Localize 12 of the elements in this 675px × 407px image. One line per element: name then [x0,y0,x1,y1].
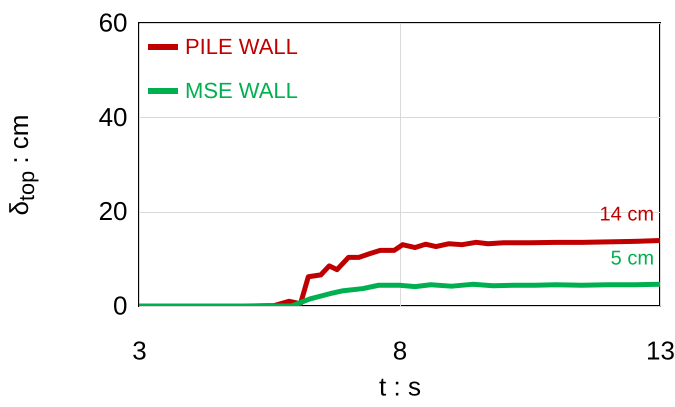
annotation: 5 cm [610,247,654,270]
annotation: 14 cm [600,203,654,226]
y-tick-label: 20 [98,196,128,226]
y-tick-label: 40 [98,102,128,132]
y-tick-label: 0 [113,290,128,320]
legend-label: PILE WALL [185,34,298,59]
x-tick-label: 3 [132,336,147,366]
x-tick-label: 13 [646,336,675,366]
x-axis-title: t : s [379,372,421,402]
y-tick-label: 60 [98,8,128,38]
legend-label: MSE WALL [185,78,298,103]
x-tick-label: 8 [392,336,408,366]
